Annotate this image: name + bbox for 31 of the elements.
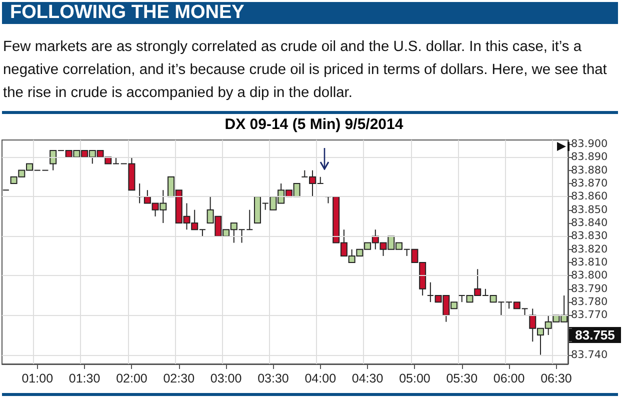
- x-tick-label: 05:30: [446, 372, 478, 386]
- y-tick-label: 83.870: [571, 177, 608, 190]
- x-tick-label: 04:00: [304, 372, 336, 386]
- y-tick-label: 83.770: [571, 309, 608, 322]
- x-tick-label: 04:30: [352, 372, 384, 386]
- x-tick-label: 05:00: [399, 372, 430, 386]
- y-tick-label: 83.890: [571, 151, 608, 164]
- y-tick-label: 83.810: [571, 256, 608, 269]
- y-tick-label: 83.790: [571, 282, 608, 295]
- chart-subtitle: Few markets are as strongly correlated as crude oil and the U.S. dollar. In this case, it’s a negative correlation, and it’s because crude oil is priced in terms of dollars. Here, we see that the rise in crude is accompanied by a dip in the dollar.: [3, 38, 608, 103]
- x-tick-label: 03:30: [258, 372, 289, 386]
- x-tick-label: 02:00: [116, 372, 148, 386]
- x-tick-label: 01:30: [68, 372, 100, 386]
- x-tick-label: 01:00: [22, 372, 54, 386]
- y-tick-label: 83.800: [571, 270, 608, 282]
- y-tick-label: 83.900: [571, 138, 608, 150]
- text: 83.755: [575, 328, 615, 342]
- y-tick-label: 83.850: [571, 204, 608, 216]
- y-tick-label: 83.740: [571, 348, 608, 361]
- y-tick-label: 83.830: [571, 230, 608, 242]
- y-tick-label: 83.860: [571, 190, 608, 203]
- y-tick-label: 83.880: [571, 164, 608, 176]
- y-tick-label: 83.820: [571, 243, 608, 256]
- chart-title: FOLLOWING THE MONEY: [2, 2, 618, 24]
- x-tick-label: 03:00: [210, 372, 242, 386]
- x-tick-label: 02:30: [163, 372, 195, 386]
- x-tick-label: 06:00: [493, 372, 525, 386]
- text: DX 09-14 (5 Min) 9/5/2014: [224, 115, 404, 135]
- y-tick-label: 83.780: [571, 296, 608, 308]
- y-tick-label: 83.840: [571, 217, 608, 230]
- x-tick-label: 06:30: [540, 372, 572, 386]
